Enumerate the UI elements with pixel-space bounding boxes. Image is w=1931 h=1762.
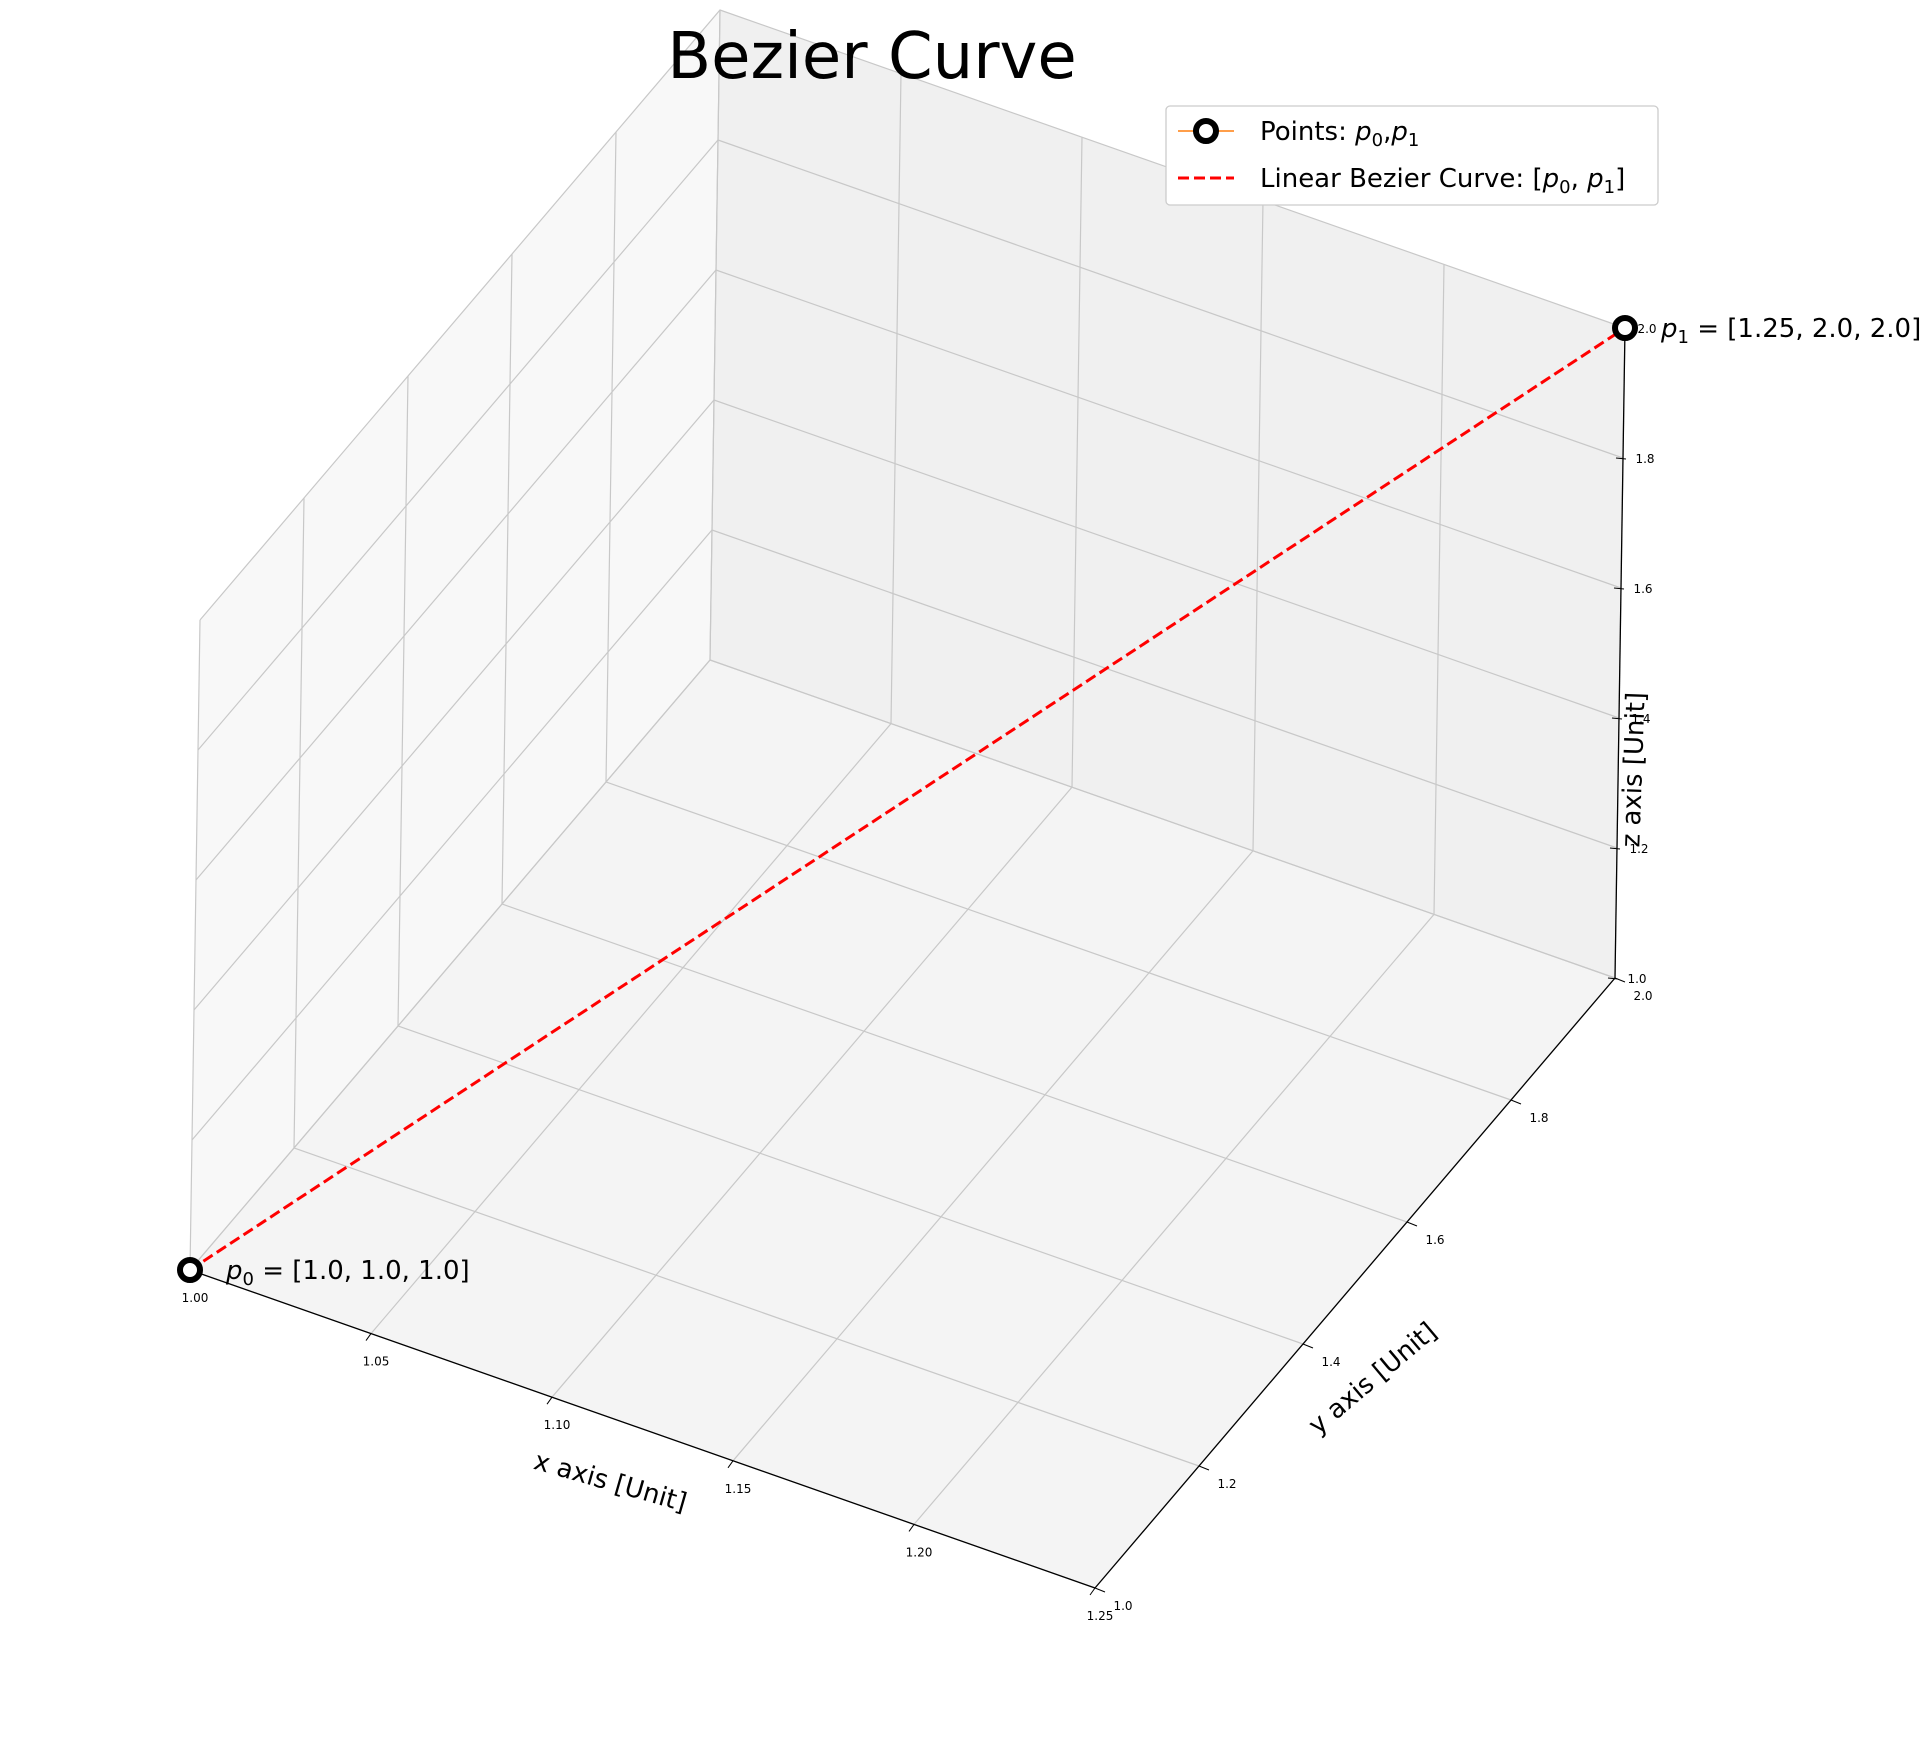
z-tick-label: 1.6 xyxy=(1633,582,1652,596)
bezier-curve-line xyxy=(189,326,1626,1272)
legend-box xyxy=(1165,105,1659,206)
legend-points-marker xyxy=(1193,118,1219,144)
z-tick-mark xyxy=(1609,847,1621,850)
y-tick-mark xyxy=(1302,1343,1314,1349)
z-tick-label: 1.4 xyxy=(1631,712,1650,726)
x-tick-mark xyxy=(727,1460,734,1469)
point-marker-p0 xyxy=(177,1257,203,1283)
y-axis-line xyxy=(1094,977,1616,1589)
point-marker-p1 xyxy=(1612,315,1638,341)
x-tick-mark xyxy=(546,1396,553,1405)
z-tick-label: 1.2 xyxy=(1629,842,1648,856)
y-tick-label: 1.4 xyxy=(1321,1355,1340,1369)
legend-curve-label: Linear Bezier Curve: [p0, p1] xyxy=(1260,164,1625,198)
y-tick-label: 1.0 xyxy=(1113,1599,1132,1613)
x-axis-label: x axis [Unit] xyxy=(531,1446,690,1518)
z-axis-label: z axis [Unit] xyxy=(1616,692,1651,848)
grid-line-z xyxy=(189,659,1616,1271)
tick-labels: 1.001.051.101.151.201.251.01.21.41.61.82… xyxy=(182,322,1657,1623)
legend-points-label: Points: p0,p1 xyxy=(1260,117,1419,151)
floor-pane xyxy=(190,660,1615,1588)
x-tick-label: 1.15 xyxy=(725,1482,752,1496)
y-tick-label: 1.8 xyxy=(1529,1111,1548,1125)
point-label-p1: p1 = [1.25, 2.0, 2.0] xyxy=(1660,314,1921,348)
y-tick-mark xyxy=(1406,1221,1418,1227)
y-tick-mark xyxy=(1510,1099,1522,1105)
grid-line-z xyxy=(195,269,1622,881)
z-tick-label: 2.0 xyxy=(1637,322,1656,336)
y-tick-mark xyxy=(1094,1587,1106,1593)
x-tick-mark xyxy=(908,1524,915,1532)
z-tick-mark xyxy=(1615,457,1627,460)
grid-line-z xyxy=(191,529,1618,1141)
y-tick-mark xyxy=(1198,1465,1210,1471)
grid-line-z xyxy=(197,139,1624,751)
legend: Points: p0,p1 Linear Bezier Curve: [p0, p… xyxy=(1165,105,1659,206)
left-pane xyxy=(190,10,720,1270)
z-tick-mark xyxy=(1607,977,1619,980)
x-axis-line xyxy=(189,1269,1096,1589)
series-layer: p0 = [1.0, 1.0, 1.0] p1 = [1.25, 2.0, 2.0… xyxy=(177,314,1921,1290)
grid-line-z xyxy=(193,399,1620,1011)
z-tick-label: 1.8 xyxy=(1635,452,1654,466)
z-axis-line xyxy=(1614,327,1626,979)
chart-title: Bezier Curve xyxy=(667,20,1077,94)
grid-line-z xyxy=(199,9,1626,621)
y-tick-label: 2.0 xyxy=(1633,989,1652,1003)
y-tick-label: 1.6 xyxy=(1425,1233,1444,1247)
axis-lines xyxy=(189,327,1626,1589)
point-label-p0: p0 = [1.0, 1.0, 1.0] xyxy=(225,1256,470,1290)
z-tick-label: 1.0 xyxy=(1627,972,1646,986)
axis-panes xyxy=(190,10,1625,1588)
x-tick-mark xyxy=(365,1333,372,1341)
z-tick-mark xyxy=(1611,717,1623,720)
x-tick-label: 1.05 xyxy=(363,1355,390,1369)
x-tick-label: 1.20 xyxy=(906,1545,933,1559)
y-tick-label: 1.2 xyxy=(1217,1477,1236,1491)
back-pane xyxy=(710,10,1625,978)
x-tick-label: 1.10 xyxy=(544,1418,571,1432)
x-tick-label: 1.00 xyxy=(182,1291,209,1305)
z-tick-mark xyxy=(1613,587,1625,590)
x-tick-label: 1.25 xyxy=(1087,1609,1114,1623)
y-axis-label: y axis [Unit] xyxy=(1303,1317,1443,1441)
x-tick-mark xyxy=(1089,1587,1096,1596)
